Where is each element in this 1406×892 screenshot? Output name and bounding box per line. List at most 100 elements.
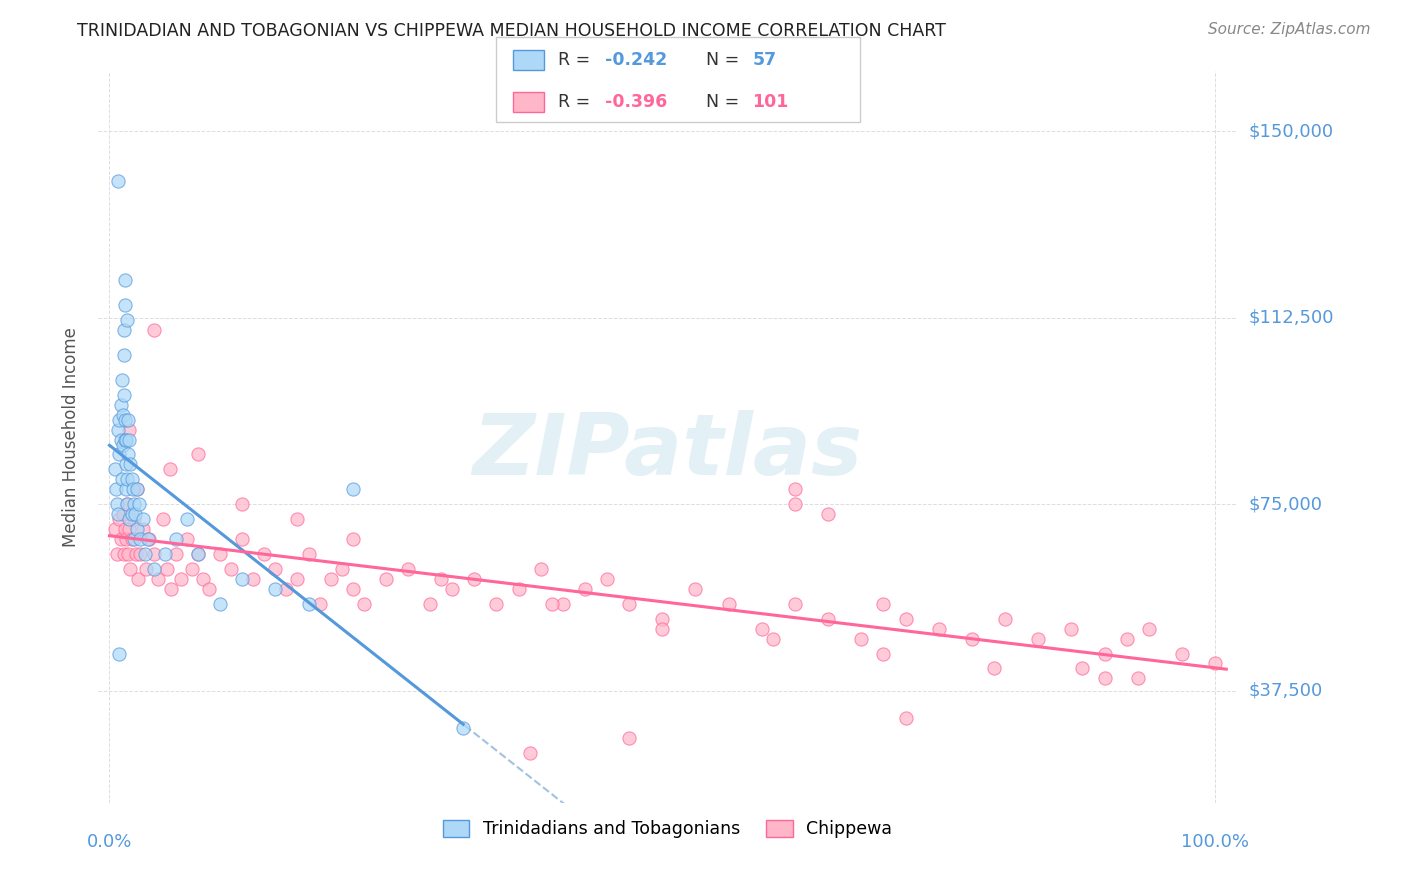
Point — [463, 572, 485, 586]
Point — [817, 507, 839, 521]
Point — [396, 562, 419, 576]
Point — [121, 483, 143, 497]
Point — [287, 512, 309, 526]
Point — [121, 507, 143, 521]
Point — [127, 572, 149, 586]
Point — [374, 572, 396, 586]
Point — [159, 462, 181, 476]
Point — [142, 547, 165, 561]
Point — [105, 497, 128, 511]
Point — [107, 423, 129, 437]
Point — [994, 612, 1017, 626]
Point — [165, 547, 187, 561]
Point — [129, 547, 152, 561]
Point — [170, 572, 193, 586]
Point — [685, 582, 707, 596]
Point — [330, 562, 353, 576]
Point — [131, 522, 153, 536]
Point — [112, 323, 135, 337]
Text: 57: 57 — [752, 51, 776, 69]
Point — [762, 632, 785, 646]
Text: 100.0%: 100.0% — [1181, 833, 1249, 851]
Point — [115, 483, 138, 497]
Point — [131, 512, 153, 526]
Point — [114, 298, 136, 312]
Point — [717, 597, 740, 611]
Point — [108, 412, 131, 426]
Point — [872, 647, 894, 661]
Point — [231, 532, 253, 546]
Point — [187, 547, 209, 561]
Text: -0.242: -0.242 — [605, 51, 666, 69]
Point — [111, 373, 134, 387]
Point — [960, 632, 983, 646]
Point — [120, 562, 142, 576]
Point — [264, 582, 287, 596]
Point — [120, 458, 142, 472]
Point — [453, 721, 475, 735]
Point — [122, 512, 145, 526]
Point — [152, 512, 174, 526]
Point — [118, 423, 141, 437]
Point — [112, 547, 135, 561]
Point — [1060, 622, 1083, 636]
Point — [127, 522, 149, 536]
Point — [129, 532, 152, 546]
Point — [138, 532, 160, 546]
Point — [146, 572, 169, 586]
Point — [209, 547, 232, 561]
Point — [127, 483, 149, 497]
Point — [983, 661, 1005, 675]
Point — [121, 472, 143, 486]
Point — [114, 273, 136, 287]
Text: R =: R = — [558, 93, 596, 111]
Point — [441, 582, 464, 596]
Point — [107, 174, 129, 188]
Point — [231, 497, 253, 511]
Point — [530, 562, 553, 576]
Point — [198, 582, 221, 596]
Point — [114, 433, 136, 447]
Point — [118, 522, 141, 536]
Point — [112, 348, 135, 362]
Point — [181, 562, 204, 576]
Y-axis label: Median Household Income: Median Household Income — [62, 327, 80, 547]
Point — [651, 612, 673, 626]
Point — [111, 408, 134, 422]
Text: $37,500: $37,500 — [1249, 681, 1323, 700]
Legend: Trinidadians and Tobagonians, Chippewa: Trinidadians and Tobagonians, Chippewa — [436, 813, 900, 846]
Point — [114, 522, 136, 536]
Point — [110, 398, 132, 412]
Point — [112, 388, 135, 402]
Point — [242, 572, 264, 586]
Point — [894, 612, 917, 626]
Point — [1137, 622, 1160, 636]
Point — [118, 512, 141, 526]
Point — [108, 512, 131, 526]
Point — [1094, 672, 1116, 686]
Text: Source: ZipAtlas.com: Source: ZipAtlas.com — [1208, 22, 1371, 37]
Point — [508, 582, 530, 596]
Text: TRINIDADIAN AND TOBAGONIAN VS CHIPPEWA MEDIAN HOUSEHOLD INCOME CORRELATION CHART: TRINIDADIAN AND TOBAGONIAN VS CHIPPEWA M… — [77, 22, 946, 40]
Point — [108, 647, 131, 661]
Point — [342, 582, 364, 596]
Point — [107, 507, 129, 521]
Point — [104, 522, 127, 536]
Point — [117, 448, 139, 462]
Text: 0.0%: 0.0% — [87, 833, 132, 851]
Point — [297, 597, 319, 611]
Point — [209, 597, 232, 611]
Text: $112,500: $112,500 — [1249, 309, 1334, 326]
Point — [176, 512, 198, 526]
Point — [127, 483, 149, 497]
Point — [105, 483, 128, 497]
Point — [551, 597, 574, 611]
Point — [617, 597, 640, 611]
Point — [165, 532, 187, 546]
Point — [134, 547, 156, 561]
Point — [219, 562, 242, 576]
Point — [1115, 632, 1137, 646]
Point — [135, 562, 157, 576]
Point — [115, 313, 138, 327]
Point — [105, 547, 128, 561]
